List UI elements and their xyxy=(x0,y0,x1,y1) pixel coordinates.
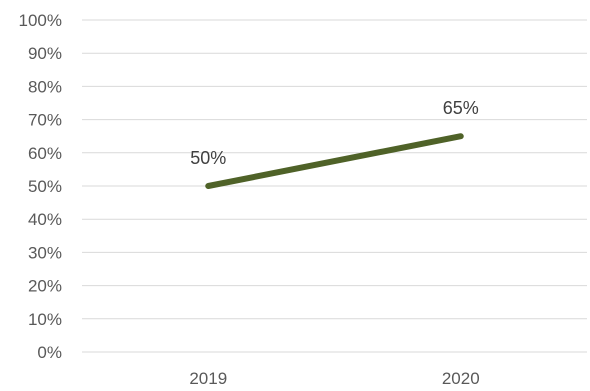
y-tick-label: 10% xyxy=(28,310,62,329)
y-tick-label: 70% xyxy=(28,111,62,130)
gridlines xyxy=(82,19,587,353)
series-layer xyxy=(205,133,464,189)
y-tick-label: 20% xyxy=(28,277,62,296)
x-tick-label: 2020 xyxy=(442,369,480,388)
series-line xyxy=(205,133,464,189)
y-tick-label: 40% xyxy=(28,210,62,229)
data-labels: 50% 65% xyxy=(190,98,479,168)
data-label: 50% xyxy=(190,148,226,168)
y-tick-label: 30% xyxy=(28,243,62,262)
x-tick-label: 2019 xyxy=(189,369,227,388)
y-tick-label: 50% xyxy=(28,177,62,196)
y-tick-label: 0% xyxy=(37,343,62,362)
y-tick-label: 90% xyxy=(28,44,62,63)
y-tick-label: 60% xyxy=(28,144,62,163)
data-label: 65% xyxy=(443,98,479,118)
y-tick-label: 100% xyxy=(19,11,62,30)
y-tick-label: 80% xyxy=(28,77,62,96)
x-axis-ticks: 2019 2020 xyxy=(189,369,479,388)
y-axis-ticks: 0% 10% 20% 30% 40% 50% 60% 70% 80% 90% 100% xyxy=(19,11,62,362)
